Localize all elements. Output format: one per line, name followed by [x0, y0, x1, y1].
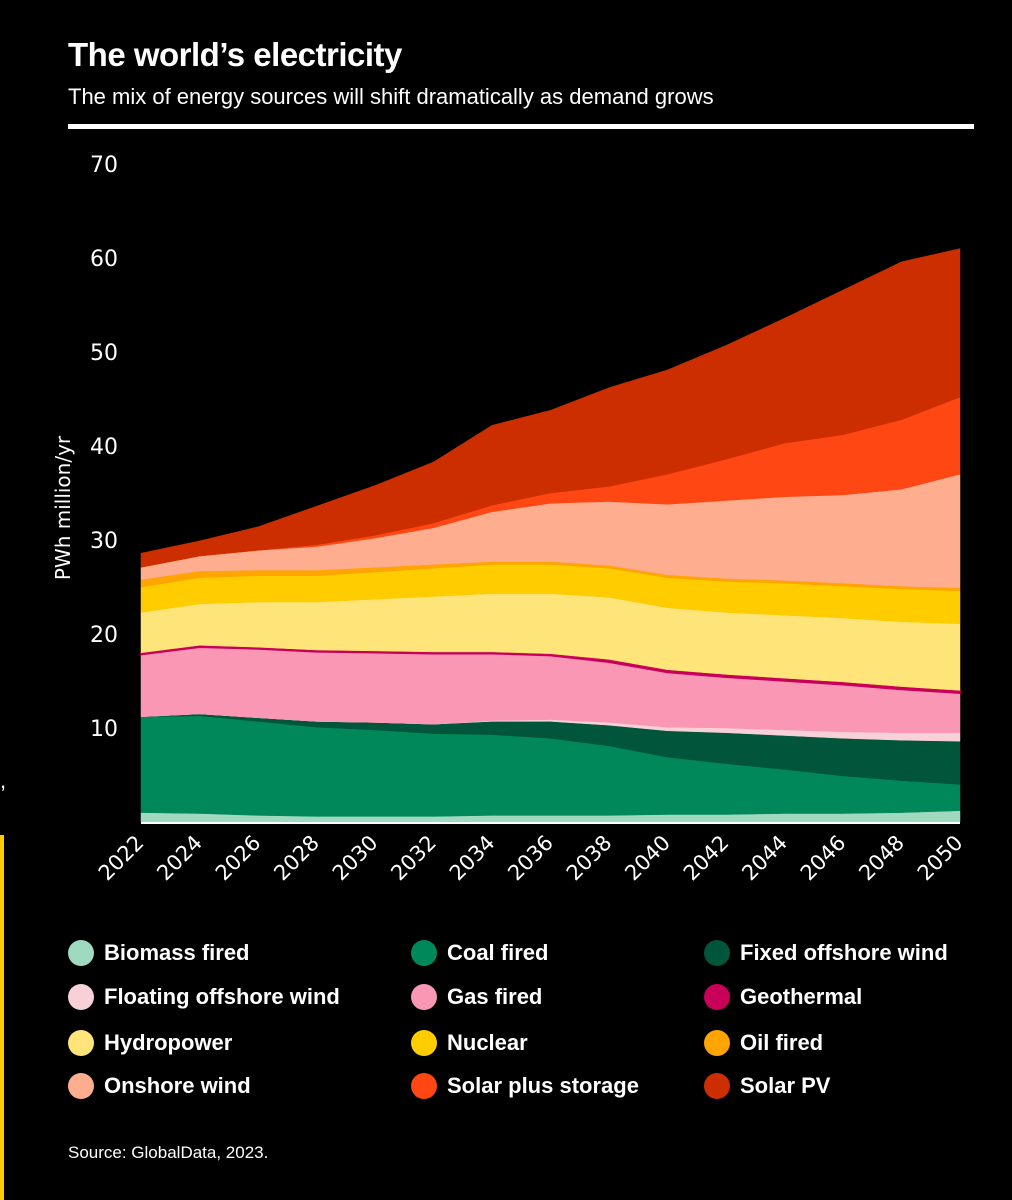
legend-swatch-icon — [411, 984, 437, 1010]
legend-item: Fixed offshore wind — [704, 940, 948, 966]
y-axis-label: PWh million/yr — [51, 435, 75, 580]
legend-item: Nuclear — [411, 1030, 528, 1056]
y-tick-label: 30 — [90, 529, 118, 554]
x-tick-label: 2026 — [211, 831, 266, 886]
legend-item: Gas fired — [411, 984, 542, 1010]
x-tick-label: 2048 — [854, 831, 909, 886]
y-tick-label: 70 — [90, 153, 118, 178]
legend-label: Geothermal — [740, 984, 863, 1009]
legend-swatch-icon — [68, 1030, 94, 1056]
y-tick-label: 50 — [90, 341, 118, 366]
x-tick-label: 2030 — [328, 831, 383, 886]
legend-item: Hydropower — [68, 1030, 232, 1056]
x-tick-label: 2038 — [562, 831, 617, 886]
area-solar-pv — [140, 248, 961, 568]
x-tick-label: 2036 — [503, 831, 558, 886]
x-tick-label: 2044 — [737, 831, 792, 886]
title-divider — [68, 124, 974, 129]
legend-item: Coal fired — [411, 940, 548, 966]
legend-label: Solar plus storage — [447, 1073, 639, 1098]
x-tick-label: 2042 — [679, 831, 734, 886]
legend-label: Coal fired — [447, 940, 549, 965]
chart-subtitle: The mix of energy sources will shift dra… — [68, 84, 714, 109]
legend-item: Floating offshore wind — [68, 984, 340, 1010]
legend-item: Oil fired — [704, 1030, 823, 1056]
legend-item: Solar plus storage — [411, 1073, 639, 1099]
legend-item: Onshore wind — [68, 1073, 251, 1099]
legend-swatch-icon — [704, 1030, 730, 1056]
legend-label: Gas fired — [447, 984, 543, 1009]
legend-swatch-icon — [68, 1073, 94, 1099]
legend-swatch-icon — [704, 1073, 730, 1099]
chart-title: The world’s electricity — [68, 36, 402, 73]
legend-label: Fixed offshore wind — [740, 940, 948, 965]
y-tick-label: 20 — [90, 623, 118, 648]
legend-swatch-icon — [704, 940, 730, 966]
y-axis: 10 20 30 40 50 60 70 — [90, 153, 118, 742]
legend-label: Nuclear — [447, 1030, 528, 1055]
x-tick-label: 2028 — [269, 831, 324, 886]
source-note: Source: GlobalData, 2023. — [68, 1143, 269, 1162]
legend-swatch-icon — [411, 1030, 437, 1056]
legend-item: Solar PV — [704, 1073, 830, 1099]
legend-label: Solar PV — [740, 1073, 831, 1098]
legend-label: Biomass fired — [104, 940, 250, 965]
area-layers — [140, 248, 961, 824]
y-tick-label: 10 — [90, 717, 118, 742]
accent-bar — [0, 835, 4, 1200]
legend-swatch-icon — [411, 1073, 437, 1099]
legend-swatch-icon — [704, 984, 730, 1010]
x-tick-label: 2024 — [152, 831, 207, 886]
x-tick-label: 2050 — [913, 831, 968, 886]
x-tick-label: 2032 — [386, 831, 441, 886]
x-axis: 2022 2024 2026 2028 2030 2032 2034 2036 2038 2040… — [94, 831, 968, 886]
x-tick-label: 2040 — [620, 831, 675, 886]
legend-label: Hydropower — [104, 1030, 233, 1055]
legend-label: Oil fired — [740, 1030, 824, 1055]
legend-label: Floating offshore wind — [104, 984, 340, 1009]
legend-label: Onshore wind — [104, 1073, 251, 1098]
legend-item: Geothermal — [704, 984, 862, 1010]
x-tick-label: 2046 — [796, 831, 851, 886]
edge-mark: , — [0, 768, 7, 793]
x-tick-label: 2022 — [94, 831, 149, 886]
legend-item: Biomass fired — [68, 940, 250, 966]
legend-swatch-icon — [68, 940, 94, 966]
legend-swatch-icon — [68, 984, 94, 1010]
y-tick-label: 40 — [90, 435, 118, 460]
y-tick-label: 60 — [90, 247, 118, 272]
x-tick-label: 2034 — [445, 831, 500, 886]
legend-swatch-icon — [411, 940, 437, 966]
